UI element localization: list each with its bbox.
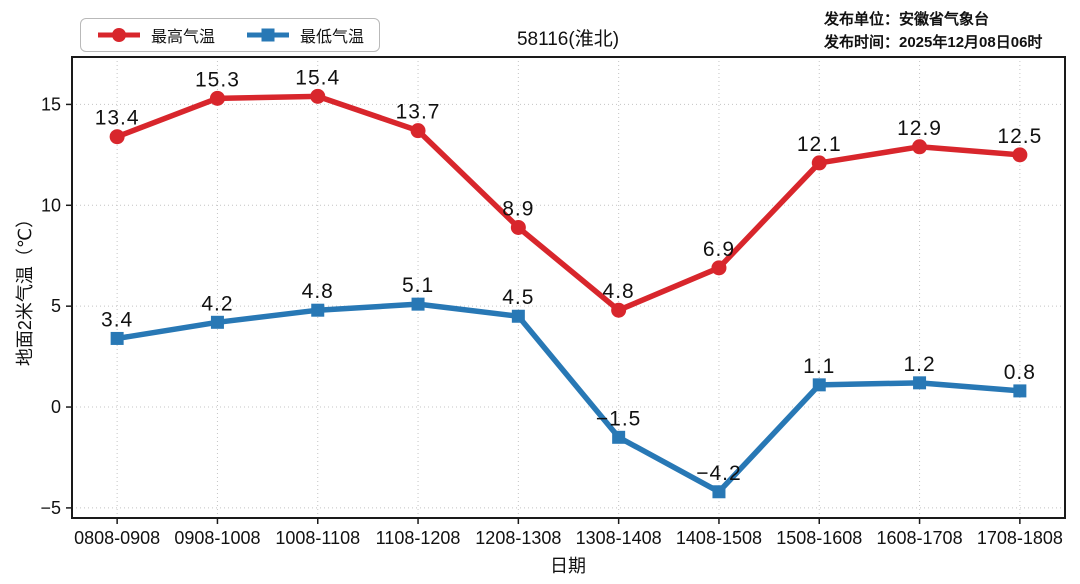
value-label: 13.4 <box>95 107 140 130</box>
data-point <box>310 88 326 104</box>
value-label: 1.1 <box>803 355 835 378</box>
value-label: 4.5 <box>502 286 534 309</box>
legend-item-min-temp: 最低气温 <box>245 23 364 47</box>
x-tick-label: 1408-1508 <box>676 528 762 548</box>
value-label: −4.2 <box>696 462 741 485</box>
x-tick-label: 1308-1408 <box>576 528 662 548</box>
legend-label-max-temp: 最高气温 <box>151 29 216 46</box>
value-label: 8.9 <box>502 197 534 220</box>
data-point <box>812 378 826 392</box>
y-tick-label: 15 <box>41 94 61 114</box>
value-label: 12.5 <box>997 125 1042 148</box>
data-point <box>110 331 124 345</box>
value-label: 13.7 <box>396 101 441 124</box>
x-tick-label: 1008-1108 <box>275 528 360 548</box>
publisher-unit: 发布单位：安徽省气象台 <box>824 11 990 28</box>
data-point <box>712 485 726 499</box>
data-point <box>711 260 727 276</box>
x-tick-label: 1608-1708 <box>877 528 963 548</box>
legend: 最高气温 最低气温 <box>80 18 381 52</box>
value-label: 5.1 <box>402 274 434 297</box>
x-tick-label: 1508-1608 <box>776 528 862 548</box>
chart-title: 58116(淮北) <box>516 29 620 50</box>
data-point <box>1012 147 1028 163</box>
red-line-circle-icon <box>96 27 142 43</box>
data-point <box>109 129 125 145</box>
value-label: −1.5 <box>596 407 641 430</box>
value-label: 6.9 <box>703 238 735 261</box>
value-label: 12.1 <box>797 133 842 156</box>
x-tick-label: 1108-1208 <box>376 528 461 548</box>
value-label: 4.8 <box>302 280 334 303</box>
data-point <box>612 430 626 444</box>
value-label: 4.2 <box>201 292 233 315</box>
value-label: 15.3 <box>195 68 240 91</box>
data-point <box>1013 384 1027 398</box>
data-point <box>209 90 225 106</box>
tick-labels: −5 0 5 10 15 0808-0908 0908-1008 1008-1108 1108-… <box>40 94 1062 548</box>
x-axis-label: 日期 <box>550 556 586 576</box>
legend-label-min-temp: 最低气温 <box>300 29 365 46</box>
data-point <box>611 302 627 318</box>
value-label: 15.4 <box>295 66 340 89</box>
value-label: 4.8 <box>603 280 635 303</box>
value-label: 12.9 <box>897 117 942 140</box>
data-point <box>912 139 928 155</box>
publish-time: 发布时间：2025年12月08日06时 <box>824 34 1043 51</box>
data-point <box>510 219 526 235</box>
value-labels-最高气温: 13.4 15.3 15.4 13.7 8.9 4.8 6.9 12.1 12.9 12.5 <box>95 66 1042 303</box>
y-tick-label: 5 <box>51 296 61 316</box>
data-point <box>410 123 426 139</box>
value-labels-最低气温: 3.4 4.2 4.8 5.1 4.5 −1.5 −4.2 1.1 1.2 0.8 <box>101 274 1036 485</box>
plot-frame <box>71 56 1066 519</box>
data-point <box>811 155 827 171</box>
x-tick-label: 1708-1808 <box>977 528 1063 548</box>
series-最低气温 <box>110 297 1027 499</box>
data-point <box>311 303 325 317</box>
y-tick-label: 10 <box>41 195 61 215</box>
series-最高气温 <box>109 88 1028 318</box>
value-label: 0.8 <box>1004 361 1036 384</box>
y-tick-label: 0 <box>51 397 61 417</box>
value-label: 1.2 <box>903 353 935 376</box>
publisher-info: 发布单位：安徽省气象台 发布时间：2025年12月08日06时 <box>824 8 1042 54</box>
legend-item-max-temp: 最高气温 <box>96 23 215 47</box>
data-point <box>511 309 525 323</box>
data-point <box>210 315 224 329</box>
x-tick-label: 1208-1308 <box>475 528 561 548</box>
y-tick-label: −5 <box>40 498 61 518</box>
y-axis-label: 地面2米气温（℃） <box>15 209 35 367</box>
x-tick-label: 0808-0908 <box>74 528 160 548</box>
blue-line-square-icon <box>245 27 291 43</box>
value-label: 3.4 <box>101 308 133 331</box>
data-point <box>411 297 425 311</box>
data-point <box>913 376 927 390</box>
axis-ticks <box>66 103 1021 524</box>
x-tick-label: 0908-1008 <box>174 528 260 548</box>
